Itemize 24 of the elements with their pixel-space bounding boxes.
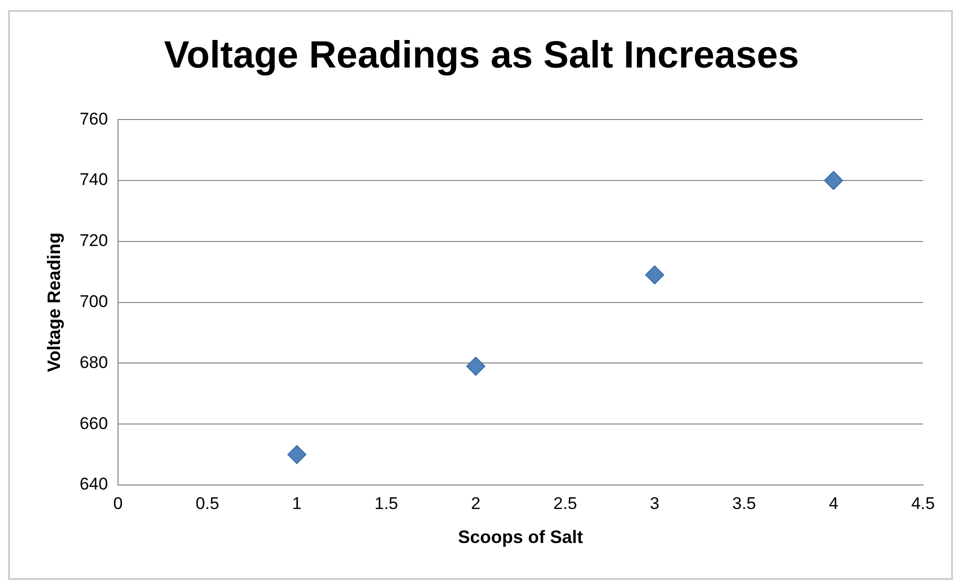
y-tick-label: 760 [80, 109, 108, 128]
point [466, 356, 486, 376]
x-tick-label: 1 [292, 494, 302, 513]
x-tick-label: 3.5 [732, 494, 756, 513]
x-tick-label: 0.5 [196, 494, 220, 513]
x-tick-label: 0 [113, 494, 123, 513]
x-tick-label: 3 [650, 494, 660, 513]
x-tick-label: 2 [471, 494, 480, 513]
x-tick-label: 1.5 [374, 494, 398, 513]
point [824, 171, 844, 190]
y-axis-title: Voltage Reading [44, 232, 64, 372]
y-tick-label: 640 [80, 474, 108, 494]
y-tick-label: 680 [80, 352, 108, 372]
y-tick-label: 740 [80, 170, 108, 190]
x-tick-label: 4.5 [911, 494, 935, 513]
x-tick-label: 2.5 [553, 494, 578, 513]
chart-title: Voltage Readings as Salt Increases [164, 34, 800, 76]
point [287, 445, 306, 464]
x-axis-title: Scoops of Salt [458, 527, 583, 548]
point [645, 265, 664, 284]
y-tick-label: 700 [80, 292, 108, 311]
y-tick-label: 660 [80, 414, 108, 433]
x-tick-label: 4 [828, 494, 838, 513]
y-tick-label: 720 [80, 231, 108, 250]
